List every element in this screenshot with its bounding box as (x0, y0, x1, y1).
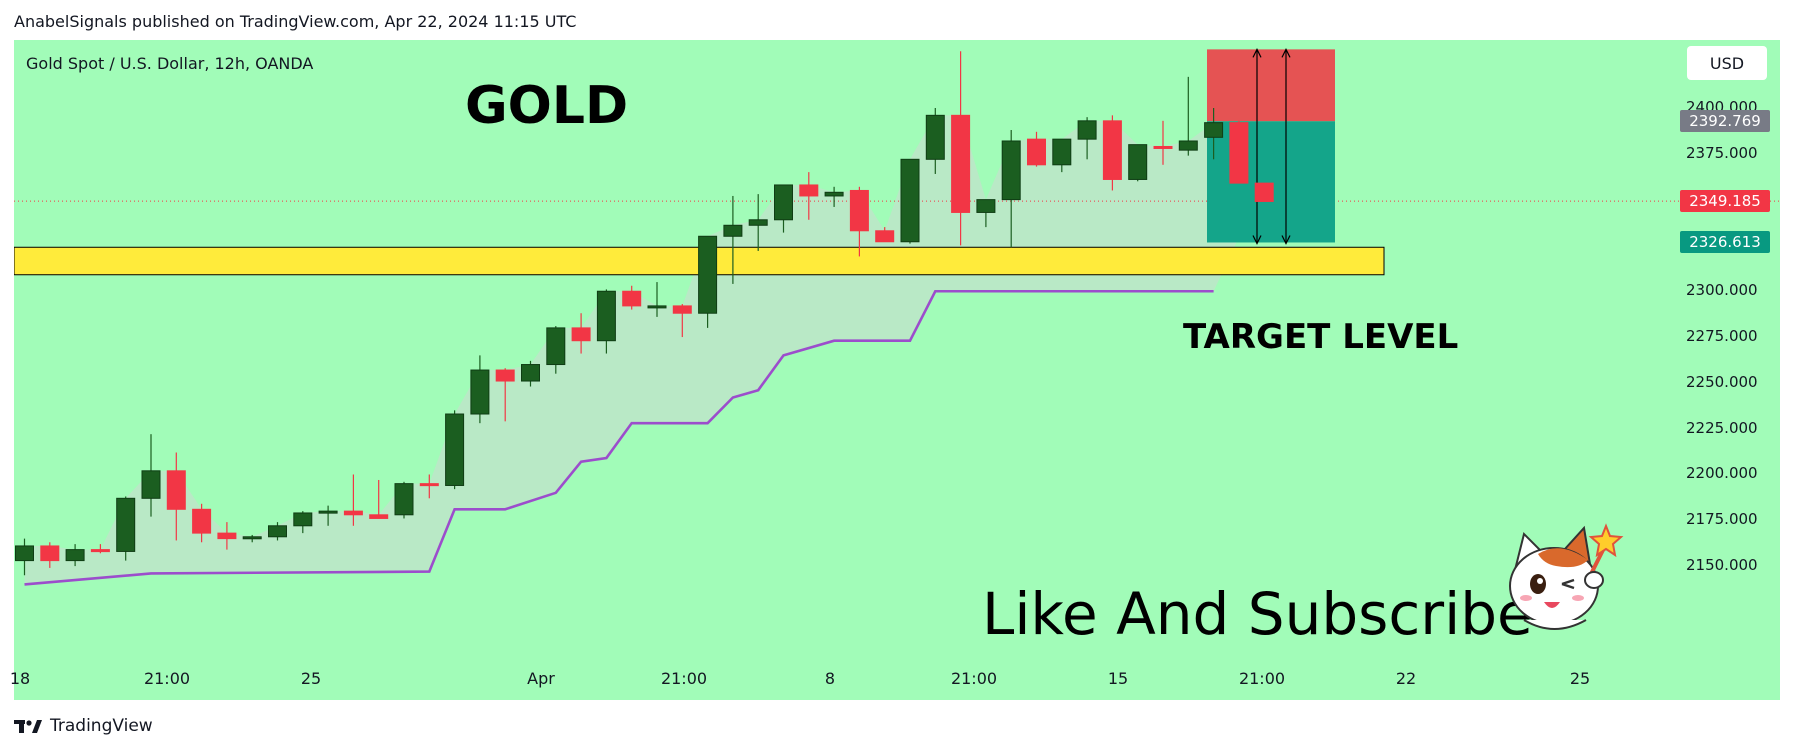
tradingview-logo-icon (14, 720, 42, 733)
candle-body (951, 114, 971, 213)
candle-body (596, 290, 616, 342)
price-chart[interactable] (14, 40, 1780, 700)
candle-body (1204, 122, 1224, 138)
candle-body (470, 369, 490, 415)
time-tick: 21:00 (143, 669, 191, 688)
candle-body (698, 235, 718, 314)
candle-body (748, 219, 768, 226)
time-tick: 22 (1395, 669, 1417, 688)
price-tick: 2250.000 (1686, 372, 1758, 391)
time-tick: 8 (824, 669, 836, 688)
candle-body (495, 369, 515, 382)
cat-sticker-icon (1509, 523, 1624, 630)
candle-body (293, 512, 313, 527)
candle-body (824, 191, 844, 197)
range-arrow-head-top-0 (1252, 48, 1262, 58)
candle-body (369, 514, 389, 519)
candle-body (672, 305, 692, 314)
currency-selector[interactable]: USD (1687, 46, 1767, 80)
target-level-label: TARGET LEVEL (1183, 317, 1459, 357)
footer-brand[interactable]: TradingView (14, 716, 153, 736)
time-tick: 21:00 (1238, 669, 1286, 688)
candle-body (1077, 120, 1097, 140)
price-badge: 2326.613 (1680, 231, 1770, 254)
time-tick: 25 (300, 669, 322, 688)
time-tick: Apr (527, 669, 555, 688)
stop-loss-zone (1207, 49, 1335, 122)
time-tick: 18 (9, 669, 31, 688)
price-tick: 2200.000 (1686, 464, 1758, 483)
price-tick: 2175.000 (1686, 510, 1758, 529)
candle-body (1229, 122, 1249, 184)
footer-brand-label: TradingView (50, 716, 153, 736)
range-arrow-head-bottom-1 (1281, 235, 1291, 245)
candle-body (40, 545, 60, 562)
chart-panel[interactable]: Gold Spot / U.S. Dollar, 12h, OANDA GOLD… (10, 40, 1780, 700)
time-tick: 25 (1569, 669, 1591, 688)
candle-body (343, 510, 363, 516)
price-tick: 2150.000 (1686, 556, 1758, 575)
price-badge: 2349.185 (1680, 190, 1770, 213)
candle-body (166, 470, 186, 510)
candle-body (1254, 182, 1274, 202)
candle-body (1001, 140, 1021, 201)
candle-body (546, 327, 566, 366)
candle-body (90, 549, 110, 553)
candle-body (849, 189, 869, 232)
supertrend-line (24, 289, 1214, 586)
candle-body (521, 364, 540, 382)
candle-body (445, 413, 465, 486)
price-badge: 2392.769 (1680, 110, 1770, 133)
subscribe-text: Like And Subscribe (982, 580, 1533, 648)
candle-body (1102, 120, 1122, 180)
candle-body (647, 305, 667, 309)
candle-body (1128, 144, 1148, 180)
candle-body (799, 184, 819, 197)
price-tick: 2275.000 (1686, 327, 1758, 346)
candle-body (1153, 145, 1173, 149)
candle-body (1178, 140, 1198, 151)
publisher-line: AnabelSignals published on TradingView.c… (14, 12, 577, 31)
candle-body (242, 536, 262, 540)
candle-body (217, 532, 237, 540)
candle-body (622, 290, 642, 307)
candle-body (65, 549, 85, 562)
candle-body (976, 199, 996, 213)
candle-body (723, 224, 743, 237)
supertrend-band-fill (24, 115, 1265, 585)
time-tick: 21:00 (660, 669, 708, 688)
candle-body (268, 525, 287, 538)
candle-body (15, 545, 34, 562)
time-tick: 15 (1107, 669, 1129, 688)
take-profit-zone (1207, 121, 1335, 243)
candle-body (192, 508, 212, 534)
candle-body (774, 184, 793, 221)
candle-body (900, 158, 920, 243)
price-tick: 2375.000 (1686, 143, 1758, 162)
symbol-label[interactable]: Gold Spot / U.S. Dollar, 12h, OANDA (26, 54, 314, 73)
candle-body (1052, 138, 1072, 166)
candle-body (116, 497, 136, 552)
range-arrow-head-top-1 (1281, 48, 1291, 58)
price-tick: 2300.000 (1686, 281, 1758, 300)
candle-body (394, 483, 414, 516)
candle-body (1027, 138, 1046, 166)
range-arrow-head-bottom-0 (1252, 235, 1262, 245)
candle-body (925, 114, 945, 160)
time-tick: 21:00 (950, 669, 998, 688)
price-tick: 2225.000 (1686, 418, 1758, 437)
chart-title: GOLD (465, 76, 629, 136)
candle-body (875, 230, 895, 243)
candle-body (571, 327, 591, 342)
candle-body (419, 483, 439, 487)
candle-body (318, 510, 338, 514)
candle-body (141, 470, 161, 499)
